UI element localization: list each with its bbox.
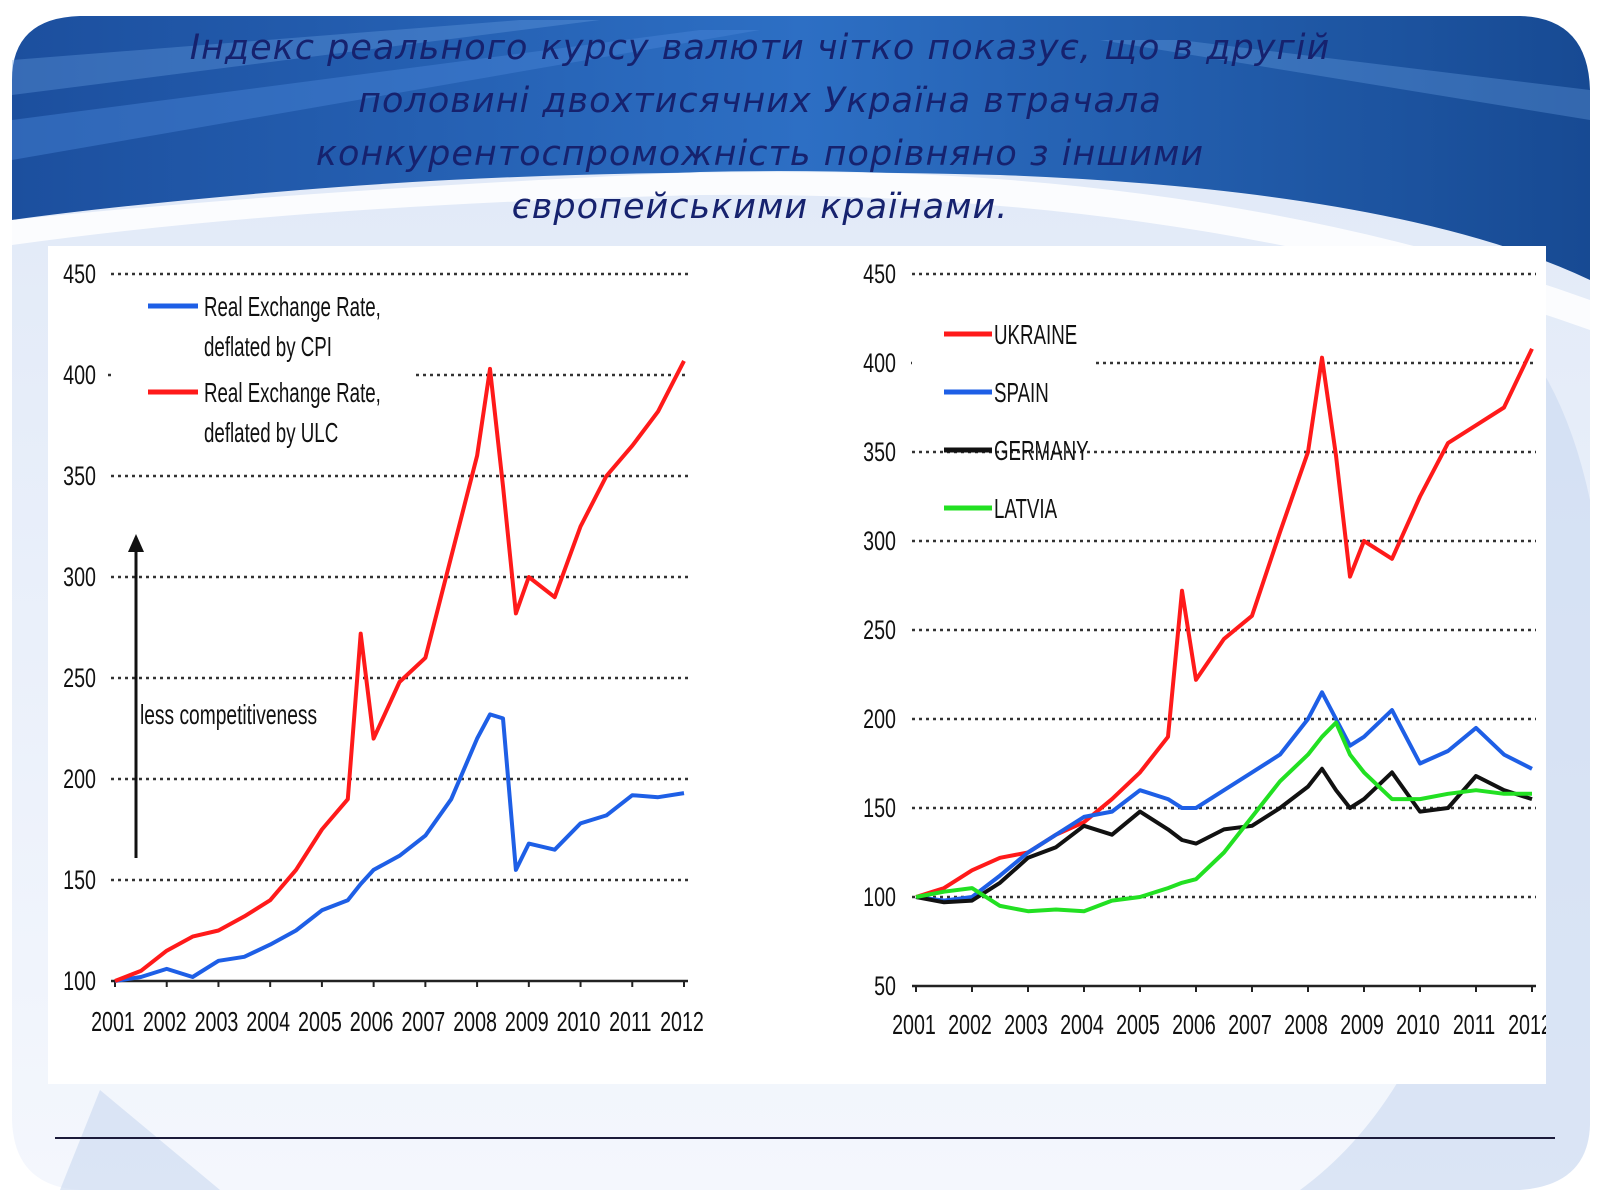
y-tick-label: 150 [863, 793, 896, 823]
chart-country-comparison: 50 100 150 200 250 300 350 400 450 2001 2002 2003 20… [863, 259, 1546, 1041]
legend-label: deflated by CPI [204, 331, 332, 361]
x-tick-label: 2002 [143, 1007, 187, 1038]
charts-panel: 100 150 200 250 300 350 400 450 2001 2002 2003 2004… [48, 246, 1546, 1084]
legend-label: deflated by ULC [204, 417, 338, 447]
x-tick-label: 2003 [1004, 1010, 1048, 1041]
y-tick-label: 400 [63, 360, 96, 390]
x-tick-label: 2003 [195, 1007, 239, 1038]
x-tick-label: 2010 [557, 1007, 601, 1038]
series-line-latvia [915, 720, 1532, 914]
x-tick-label: 2002 [948, 1010, 992, 1041]
y-tick-label: 50 [874, 971, 896, 1001]
x-tick-label: 2004 [1060, 1010, 1104, 1041]
series-line-real-exchange-rate-deflated-by-ulc [114, 359, 686, 983]
title-line: європейськими країнами. [511, 187, 1009, 227]
x-tick-label: 2008 [1284, 1010, 1328, 1041]
y-tick-label: 250 [863, 615, 896, 645]
x-tick-label: 2007 [1228, 1010, 1272, 1041]
x-tick-label: 2009 [505, 1007, 549, 1038]
y-tick-label: 400 [863, 348, 896, 378]
footer-divider [55, 1137, 1555, 1139]
y-tick-label: 150 [63, 865, 96, 895]
y-tick-label: 350 [863, 437, 896, 467]
x-tick-label: 2009 [1340, 1010, 1384, 1041]
x-tick-label: 2005 [1116, 1010, 1160, 1041]
x-tick-label: 2001 [892, 1010, 936, 1041]
series-line-spain [915, 690, 1533, 903]
x-tick-label: 2011 [609, 1007, 651, 1038]
x-tick-label: 2001 [91, 1007, 135, 1038]
y-tick-label: 200 [63, 764, 96, 794]
annotation-label: less competitiveness [140, 700, 317, 731]
x-tick-label: 2006 [1172, 1010, 1216, 1041]
series-line-germany [915, 766, 1533, 905]
series-line-ukraine [915, 347, 1534, 899]
y-tick-label: 350 [63, 461, 96, 491]
x-tick-label: 2012 [1508, 1010, 1546, 1041]
x-tick-label: 2007 [401, 1007, 445, 1038]
y-tick-label: 100 [863, 882, 896, 912]
x-tick-label: 2004 [246, 1007, 290, 1038]
legend-label: Real Exchange Rate, [204, 377, 381, 407]
legend-label: GERMANY [994, 435, 1089, 465]
series-line-real-exchange-rate-deflated-by-cpi [114, 712, 685, 983]
legend-label: UKRAINE [994, 319, 1077, 349]
slide-title: Індекс реального курсу валюти чітко пока… [120, 22, 1400, 234]
chart-real-exchange-rate: 100 150 200 250 300 350 400 450 2001 2002 2003 2004… [63, 259, 704, 1038]
annotation-arrow-head [128, 534, 144, 552]
y-tick-label: 250 [63, 663, 96, 693]
x-tick-label: 2005 [298, 1007, 342, 1038]
title-line: конкурентоспроможність порівняно з іншим… [315, 134, 1205, 174]
y-tick-label: 450 [863, 259, 896, 289]
x-tick-label: 2006 [350, 1007, 394, 1038]
x-tick-label: 2011 [1453, 1010, 1495, 1041]
y-tick-label: 450 [63, 259, 96, 289]
legend-label: LATVIA [994, 493, 1057, 523]
x-tick-label: 2010 [1396, 1010, 1440, 1041]
y-tick-label: 100 [63, 966, 96, 996]
x-tick-label: 2012 [660, 1007, 704, 1038]
legend-label: Real Exchange Rate, [204, 291, 381, 321]
title-line: Індекс реального курсу валюти чітко пока… [189, 28, 1331, 68]
y-tick-label: 300 [863, 526, 896, 556]
y-tick-label: 300 [63, 562, 96, 592]
legend-label: SPAIN [994, 377, 1049, 407]
title-line: половині двохтисячних Україна втрачала [358, 81, 1162, 121]
y-tick-label: 200 [863, 704, 896, 734]
x-tick-label: 2008 [453, 1007, 497, 1038]
